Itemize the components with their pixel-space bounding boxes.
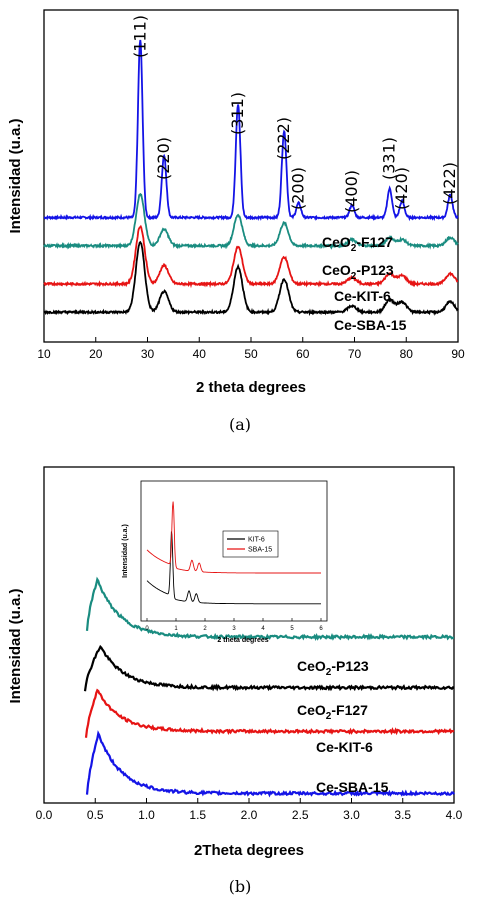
- inset-legend: KIT-6 SBA-15: [222, 530, 279, 558]
- series-label: Ce-SBA-15: [334, 317, 407, 333]
- x-tick-label: 0.5: [87, 808, 104, 822]
- x-tick-label: 1.5: [189, 808, 206, 822]
- panel-a: 10 20 30 40 50 60 70 80 90 (111)(220)(311)(222)(…: [7, 9, 465, 434]
- series-label: CeO2-F127: [297, 702, 368, 722]
- series-label: CeO2-F127: [322, 234, 393, 254]
- series-label: Ce-SBA-15: [316, 779, 389, 795]
- a-series-line: [43, 39, 459, 222]
- inset-tick-label: 6: [319, 626, 323, 632]
- x-tick-label: 10: [37, 347, 51, 361]
- a-peak-labels: (111) (220) (311) (222) (200) (400) (331)(420)…: [130, 15, 459, 213]
- series-label-text: CeO: [297, 702, 326, 718]
- inset-y-axis-title: Intensidad (u.a.): [122, 524, 129, 578]
- series-label-suffix: -P123: [356, 262, 394, 278]
- b-traces: [83, 576, 455, 798]
- b-x-ticks: 0.0 0.5 1.0 1.5 2.0 2.5 3.0 3.5 4.0: [36, 798, 463, 822]
- x-tick-label: 4.0: [446, 808, 463, 822]
- x-tick-label: 70: [348, 347, 362, 361]
- x-tick-label: 3.5: [394, 808, 411, 822]
- series-label-text: Ce-KIT-6: [316, 739, 373, 755]
- b-x-axis-title: 2Theta degrees: [194, 842, 304, 859]
- series-label-text: CeO: [322, 262, 351, 278]
- a-x-ticks: 10 20 30 40 50 60 70 80 90: [37, 337, 465, 361]
- series-label-subscript: 2: [326, 711, 332, 722]
- inset-tick-label: 4: [261, 626, 265, 632]
- a-series-line: [43, 192, 459, 251]
- inset-legend-label: SBA-15: [248, 547, 272, 554]
- x-tick-label: 3.0: [343, 808, 360, 822]
- a-peak-label: (200): [289, 167, 308, 210]
- inset-tick-label: 3: [232, 626, 236, 632]
- a-x-axis-title: 2 theta degrees: [196, 379, 306, 396]
- series-label-suffix: -P123: [331, 658, 369, 674]
- x-tick-label: 60: [296, 347, 310, 361]
- a-peak-label: (331): [380, 137, 399, 180]
- x-tick-label: 40: [193, 347, 207, 361]
- x-tick-label: 2.5: [292, 808, 309, 822]
- inset-tick-label: 5: [290, 626, 294, 632]
- x-tick-label: 90: [451, 347, 465, 361]
- a-panel-caption: (a): [229, 415, 251, 434]
- a-series-line: [43, 224, 458, 289]
- b-series-line: [84, 688, 455, 738]
- a-traces: [43, 39, 459, 317]
- series-label: CeO2-P123: [297, 658, 369, 678]
- b-series-line: [85, 730, 455, 798]
- b-series-line: [85, 576, 454, 641]
- series-label-subscript: 2: [351, 243, 357, 254]
- b-y-axis-title: Intensidad (u.a.): [7, 588, 24, 703]
- series-label-text: Ce-KIT-6: [334, 288, 391, 304]
- b-series-line: [83, 644, 455, 692]
- x-tick-label: 80: [400, 347, 414, 361]
- inset-traces: [146, 501, 321, 605]
- inset-tick-label: 1: [174, 626, 178, 632]
- series-label-suffix: -F127: [331, 702, 368, 718]
- x-tick-label: 50: [244, 347, 258, 361]
- series-label-subscript: 2: [326, 667, 332, 678]
- a-peak-label: (400): [342, 170, 361, 213]
- series-label-text: Ce-SBA-15: [316, 779, 389, 795]
- inset-tick-label: 0: [145, 626, 149, 632]
- series-label: Ce-KIT-6: [334, 288, 391, 304]
- series-label-text: Ce-SBA-15: [334, 317, 407, 333]
- x-tick-label: 30: [141, 347, 155, 361]
- a-peak-label: (422): [440, 162, 459, 205]
- inset-x-axis-title: 2 theta degrees: [217, 637, 268, 644]
- series-label-subscript: 2: [351, 271, 357, 282]
- series-label: CeO2-P123: [322, 262, 394, 282]
- x-tick-label: 0.0: [36, 808, 53, 822]
- a-peak-label: (222): [274, 117, 293, 160]
- series-label-text: CeO: [322, 234, 351, 250]
- panel-b: 0.0 0.5 1.0 1.5 2.0 2.5 3.0 3.5 4.0 CeO2-P123CeO…: [7, 466, 463, 896]
- a-peak-label: (420): [392, 167, 411, 210]
- series-label: Ce-KIT-6: [316, 739, 373, 755]
- a-series-line: [43, 240, 459, 317]
- a-peak-label: (111): [130, 15, 149, 58]
- x-tick-label: 2.0: [241, 808, 258, 822]
- inset-legend-label: KIT-6: [248, 537, 265, 544]
- inset-x-ticks: 0 1 2 3 4 5 6: [145, 618, 323, 632]
- inset-series-line: [146, 501, 321, 574]
- a-peak-label: (311): [228, 92, 247, 135]
- series-label-text: CeO: [297, 658, 326, 674]
- series-label-suffix: -F127: [356, 234, 393, 250]
- inset-tick-label: 2: [203, 626, 207, 632]
- inset-series-line: [146, 531, 321, 605]
- a-peak-label: (220): [154, 137, 173, 180]
- x-tick-label: 20: [89, 347, 103, 361]
- a-y-axis-title: Intensidad (u.a.): [7, 118, 24, 233]
- x-tick-label: 1.0: [138, 808, 155, 822]
- inset-legend-box: [222, 530, 279, 558]
- b-panel-caption: (b): [229, 877, 252, 896]
- inset-chart: 0 1 2 3 4 5 6 KIT-6 SBA-15 2 theta degrees Inte…: [122, 480, 328, 644]
